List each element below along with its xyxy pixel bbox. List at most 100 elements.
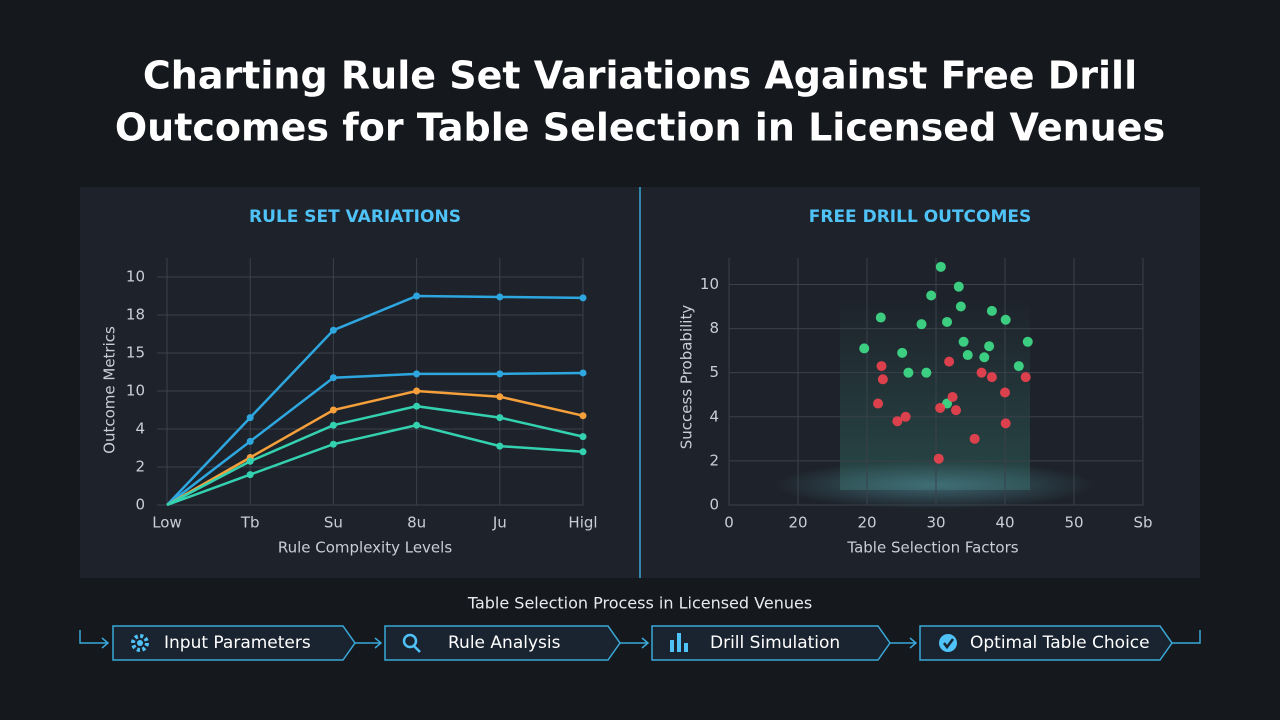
x-tick-label: Ju (492, 514, 507, 532)
point (496, 414, 504, 422)
point (496, 370, 504, 378)
point (955, 301, 966, 312)
title-line: Charting Rule Set Variations Against Fre… (143, 54, 1137, 98)
point (1013, 361, 1024, 372)
point (921, 367, 932, 378)
point (246, 437, 254, 445)
point (951, 405, 962, 416)
point (944, 356, 955, 367)
point (329, 374, 337, 382)
point (246, 414, 254, 422)
point (986, 372, 997, 383)
point (329, 440, 337, 448)
point (329, 406, 337, 414)
point (876, 361, 887, 372)
bars-icon (670, 633, 688, 652)
y-tick-label: 8 (709, 319, 719, 337)
point (976, 367, 987, 378)
x-tick-label: 30 (926, 514, 945, 532)
y-tick-label: 10 (126, 382, 145, 400)
y-tick-label: 2 (135, 458, 145, 476)
y-tick-label: 5 (709, 363, 719, 381)
y-tick-label: 4 (709, 407, 719, 425)
glow-base (775, 461, 1095, 509)
point (496, 442, 504, 450)
point (1000, 314, 1011, 325)
y-tick-label: 4 (135, 420, 145, 438)
x-tick-label: Su (324, 514, 343, 532)
flow-step (112, 625, 356, 661)
point (1000, 418, 1011, 429)
point (413, 402, 421, 410)
panel-title: FREE DRILL OUTCOMES (809, 207, 1032, 227)
flow-step (919, 625, 1173, 661)
series-line (166, 423, 584, 507)
title-line: Outcomes for Table Selection in Licensed… (115, 106, 1165, 150)
flow-step-label: Optimal Table Choice (970, 633, 1150, 653)
x-tick-label: Low (152, 514, 182, 532)
y-tick-label: 10 (126, 268, 145, 286)
flow-step-label: Input Parameters (164, 633, 311, 653)
point (877, 374, 888, 385)
y-axis-label: Success Probability (678, 305, 696, 450)
point (246, 471, 254, 479)
point (935, 261, 946, 272)
point (329, 326, 337, 334)
y-tick-label: 0 (709, 496, 719, 514)
point (859, 343, 870, 354)
point (947, 391, 958, 402)
point (984, 341, 995, 352)
point (986, 305, 997, 316)
point (892, 416, 903, 427)
point (496, 293, 504, 301)
point (579, 412, 587, 420)
point (413, 387, 421, 395)
point (900, 411, 911, 422)
point (329, 421, 337, 429)
point (942, 316, 953, 327)
y-tick-label: 0 (135, 496, 145, 514)
y-tick-label: 15 (126, 344, 145, 362)
point (579, 433, 587, 441)
series-line (166, 371, 584, 506)
point (579, 294, 587, 302)
flow-step (651, 625, 891, 661)
series-line (166, 294, 584, 506)
x-tick-label: 8u (407, 514, 426, 532)
point (1000, 387, 1010, 398)
flow-connectors (79, 630, 1201, 649)
x-tick-label: Sb (1133, 514, 1152, 532)
x-tick-label: 20 (857, 514, 876, 532)
point (953, 281, 964, 292)
search-icon (402, 633, 421, 653)
point (926, 290, 937, 301)
panel-title: RULE SET VARIATIONS (249, 207, 461, 227)
point (933, 453, 944, 464)
point (1020, 372, 1031, 383)
check-icon (939, 634, 957, 652)
x-tick-label: 0 (724, 514, 734, 532)
point (579, 448, 587, 456)
point (875, 312, 886, 323)
point (579, 369, 587, 377)
point (1022, 336, 1033, 347)
x-tick-label: Tb (240, 514, 260, 532)
y-tick-label: 18 (126, 306, 145, 324)
point (496, 393, 504, 401)
x-axis-label: Table Selection Factors (846, 539, 1018, 557)
y-axis-label: Outcome Metrics (101, 326, 119, 454)
point (916, 319, 927, 330)
point (873, 398, 884, 409)
series-line (166, 389, 584, 507)
x-tick-label: 40 (995, 514, 1014, 532)
y-tick-label: 2 (709, 451, 719, 469)
point (413, 421, 421, 429)
x-tick-label: 20 (788, 514, 807, 532)
point (979, 352, 990, 363)
y-tick-label: 10 (700, 275, 719, 293)
flow-title: Table Selection Process in Licensed Venu… (467, 594, 812, 613)
x-tick-label: 50 (1064, 514, 1083, 532)
point (897, 347, 908, 358)
flow-step (384, 625, 621, 661)
